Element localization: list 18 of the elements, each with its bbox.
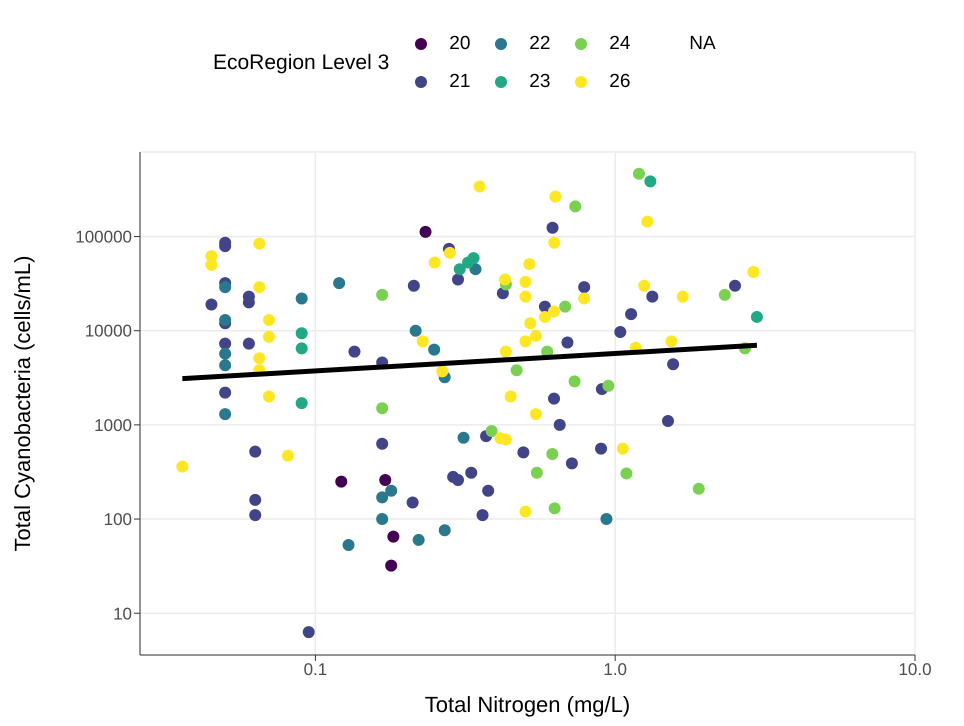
legend-label: 26	[609, 71, 630, 93]
text: NA	[689, 33, 716, 55]
y-tick-label: 10	[113, 604, 132, 624]
legend-label: 24	[609, 33, 630, 55]
y-tick-label: 1000	[94, 416, 132, 435]
y-tick-label: 100000	[75, 228, 132, 247]
x-axis-title: Total Nitrogen (mg/L)	[424, 692, 630, 717]
x-tick-label: 1.0	[603, 660, 628, 680]
legend-label: 22	[529, 33, 550, 55]
legend-label: 20	[449, 33, 470, 55]
legend-label: 21	[449, 71, 470, 93]
y-tick-label: 10000	[84, 322, 132, 341]
y-tick-label: 100	[104, 510, 132, 530]
x-tick-label: 0.1	[304, 660, 328, 680]
legend-label: 23	[529, 71, 550, 93]
y-axis-title: Total Cyanobacteria (cells/mL)	[10, 256, 35, 552]
x-tick-label: 10.0	[898, 660, 932, 680]
legend-title: EcoRegion Level 3	[213, 51, 390, 75]
